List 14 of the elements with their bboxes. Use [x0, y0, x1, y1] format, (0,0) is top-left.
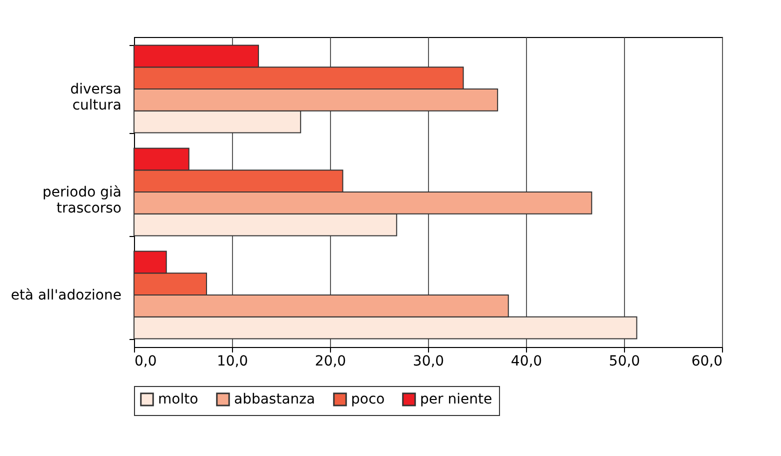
x-tick-label: 0,0 — [134, 354, 157, 370]
x-tick-label: 50,0 — [608, 354, 640, 370]
legend-label: poco — [351, 391, 385, 408]
x-tick-label: 10,0 — [216, 354, 248, 370]
x-tick-label: 60,0 — [691, 354, 722, 370]
x-tick-label: 40,0 — [510, 354, 542, 370]
y-tick-label: periodo già trascorso — [42, 184, 122, 216]
y-tick-label: diversa cultura — [70, 82, 122, 114]
legend-label: abbastanza — [234, 391, 316, 408]
legend-label: molto — [158, 391, 198, 408]
legend-label: per niente — [420, 391, 492, 408]
x-tick-label: 20,0 — [314, 354, 346, 370]
x-tick-label: 30,0 — [412, 354, 444, 370]
y-tick-label: età all'adozione — [10, 287, 122, 304]
